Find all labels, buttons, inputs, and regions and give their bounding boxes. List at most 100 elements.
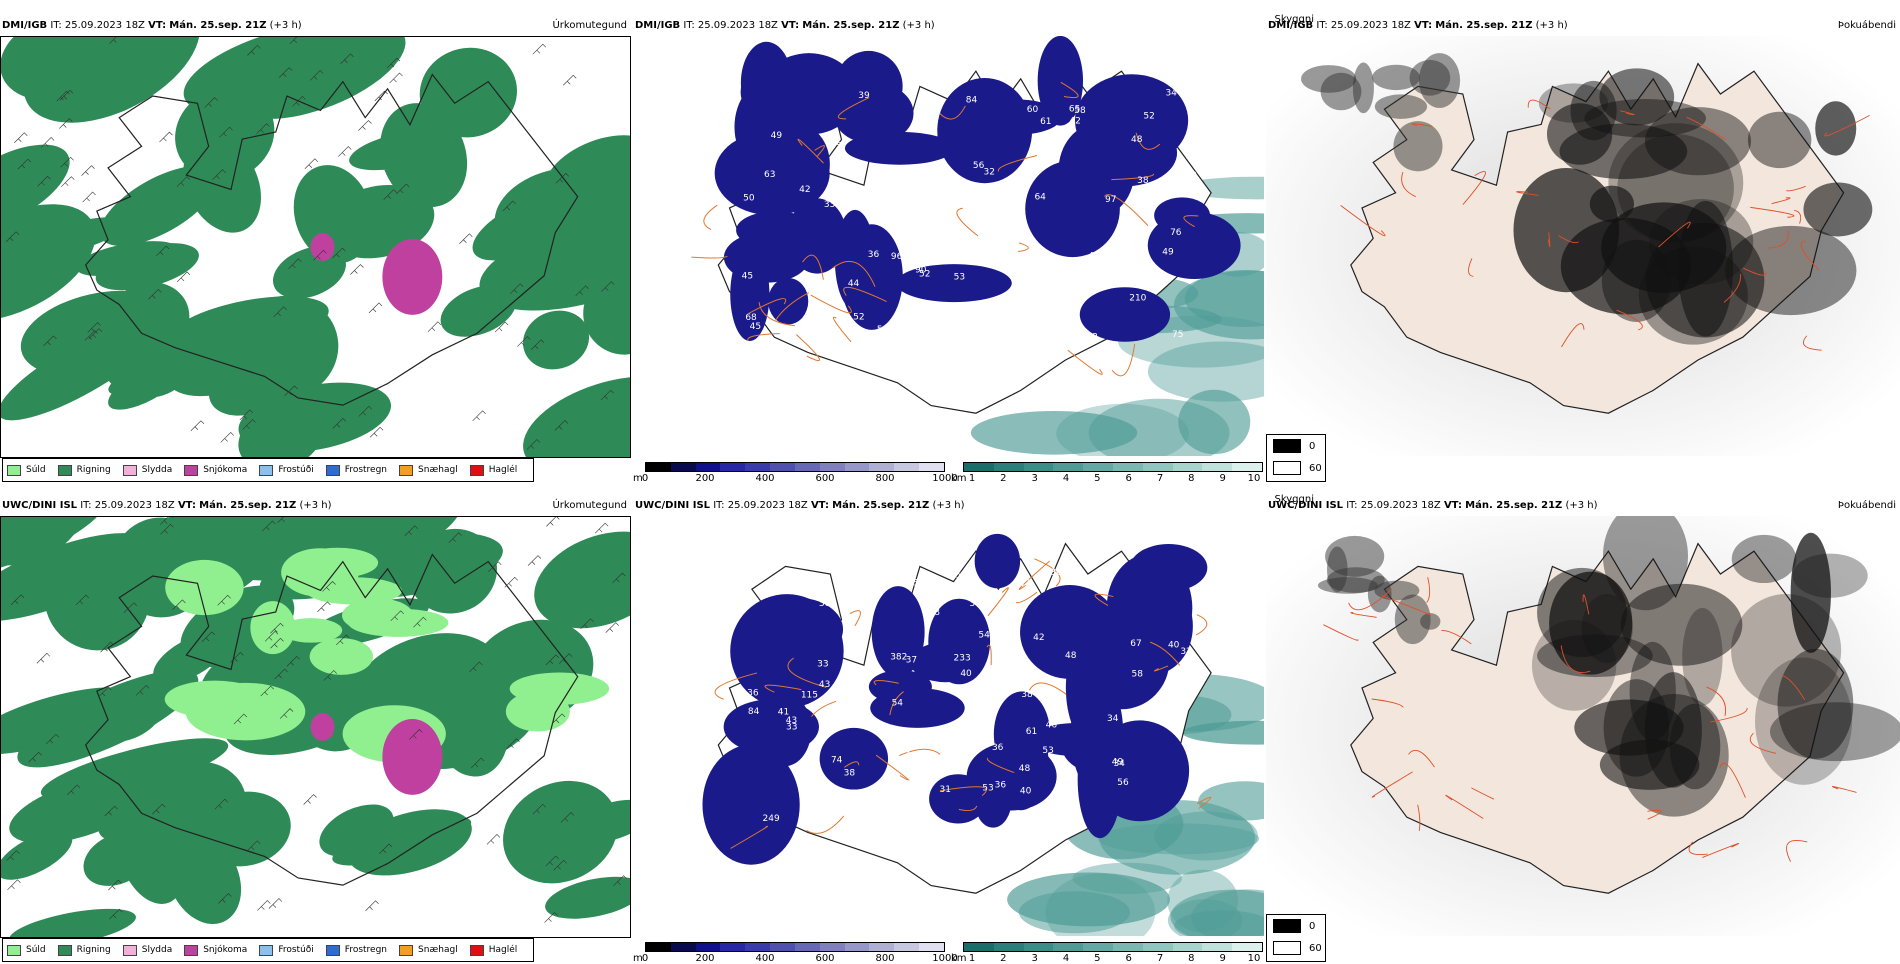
fog-legend-label: 60 — [1309, 942, 1322, 954]
road-line — [1135, 132, 1161, 150]
snow-area — [382, 239, 443, 315]
lead-time: (+3 h) — [902, 20, 935, 31]
rain-area — [96, 297, 199, 398]
colorbar-tick: 800 — [875, 473, 895, 484]
wind-barb — [100, 641, 114, 653]
visibility-value-label: 38 — [1021, 690, 1033, 700]
wind-barb — [273, 306, 287, 318]
panel-title: Þokuábendi — [1837, 500, 1896, 511]
low-visibility-area — [937, 78, 1033, 184]
visibility-value-label: 46 — [1033, 254, 1045, 264]
legend-item: Rigning — [57, 464, 111, 476]
wind-barb — [84, 330, 98, 341]
wind-barb — [530, 339, 545, 350]
wind-barb — [43, 335, 57, 347]
wind-barb — [613, 875, 627, 886]
fog-dark-area — [1599, 68, 1675, 126]
road-line — [939, 786, 987, 797]
road-line — [1786, 185, 1806, 192]
legend-swatch — [184, 944, 199, 956]
sea-visibility-area — [1173, 270, 1264, 340]
colorbar-tick: 6 — [1125, 953, 1132, 964]
visibility-value-label: 33 — [817, 660, 828, 670]
fog-dark-area — [1731, 534, 1797, 584]
wind-barb — [257, 900, 271, 911]
road-line — [1196, 796, 1212, 809]
low-visibility-area — [868, 670, 932, 704]
visibility-value-label: 58 — [1132, 670, 1144, 680]
visibility-value-label: 46 — [1046, 721, 1058, 731]
road-line — [1111, 343, 1136, 377]
colorbar-unit: km — [951, 953, 967, 964]
colorbar-tick: 10 — [1247, 473, 1261, 484]
sea-visibility-area — [1018, 891, 1131, 934]
rain-area — [99, 165, 218, 246]
vt-label: VT: — [148, 20, 167, 31]
fog-dark-area — [1374, 94, 1428, 119]
road-line — [1350, 611, 1377, 618]
road-line — [1688, 841, 1708, 855]
legend-label: Haglél — [488, 945, 518, 955]
wind-barb — [160, 523, 174, 535]
road-line — [986, 757, 1015, 774]
road-line — [1018, 560, 1050, 590]
visibility-value-label: 62 — [835, 188, 846, 198]
rain-area — [13, 37, 93, 98]
wind-barb — [338, 146, 352, 157]
colorbar-tick: 1 — [968, 473, 976, 484]
road-line — [1154, 665, 1169, 672]
rain-area — [8, 908, 136, 937]
fog-dark-area — [1531, 619, 1617, 711]
road-line — [1781, 674, 1806, 700]
colorbar-tick: 4 — [1062, 473, 1070, 484]
fog-map-svg — [1266, 36, 1900, 456]
legend-item: Snæhagl — [399, 464, 458, 476]
wind-barb — [368, 302, 383, 314]
wind-barb — [605, 622, 619, 633]
visibility-value-label: 40 — [1020, 787, 1032, 797]
low-visibility-area — [1079, 287, 1171, 342]
wind-barb — [104, 805, 118, 817]
legend-label: Súld — [26, 945, 46, 955]
road-line — [1323, 624, 1359, 641]
it-value: 25.09.2023 18Z — [64, 20, 145, 31]
rain-area — [569, 799, 630, 844]
colorbar-unit: m — [633, 473, 643, 484]
visibility-value-label: 36 — [995, 780, 1007, 790]
visibility-value-label: 74 — [831, 756, 843, 766]
rain-area — [167, 308, 328, 397]
rain-area — [523, 310, 590, 370]
precip-type-panel: DMI/IGB IT: 25.09.2023 18Z VT: Mán. 25.s… — [0, 14, 631, 482]
drizzle-area — [165, 559, 244, 616]
wind-barb — [268, 898, 283, 909]
wind-barb — [546, 517, 560, 527]
visibility-value-label: 49 — [771, 131, 783, 141]
colorbar-tick: 5 — [1094, 953, 1101, 964]
rain-area — [135, 761, 247, 860]
colorbar-tick: 0 — [641, 953, 649, 964]
legend-item: Súld — [7, 464, 46, 476]
wind-barb — [98, 686, 112, 698]
road-line — [1111, 173, 1154, 181]
it-label: IT: — [1316, 20, 1328, 31]
visibility-value-label: 36 — [992, 743, 1004, 753]
fog-dark-area — [1320, 72, 1362, 111]
fog-dark-area — [1537, 567, 1627, 658]
precip-map-svg — [1, 37, 630, 457]
coastline — [84, 553, 579, 886]
fog-dark-area — [1803, 182, 1873, 237]
wind-barb — [350, 264, 364, 275]
it-label: IT: — [80, 500, 92, 511]
road-line — [1104, 194, 1149, 226]
road-line — [1371, 771, 1413, 798]
visibility-value-label: 58 — [1074, 106, 1086, 116]
wind-barb — [270, 622, 284, 634]
rain-area — [431, 674, 509, 777]
colorbar-tick: 9 — [1219, 473, 1226, 484]
fog-dark-area — [1372, 64, 1420, 91]
wind-barb — [45, 733, 60, 745]
fog-map-svg — [1266, 516, 1900, 936]
visibility-value-label: 41 — [1035, 295, 1046, 305]
road-line — [844, 761, 860, 768]
visibility-value-label: 48 — [1065, 651, 1077, 661]
